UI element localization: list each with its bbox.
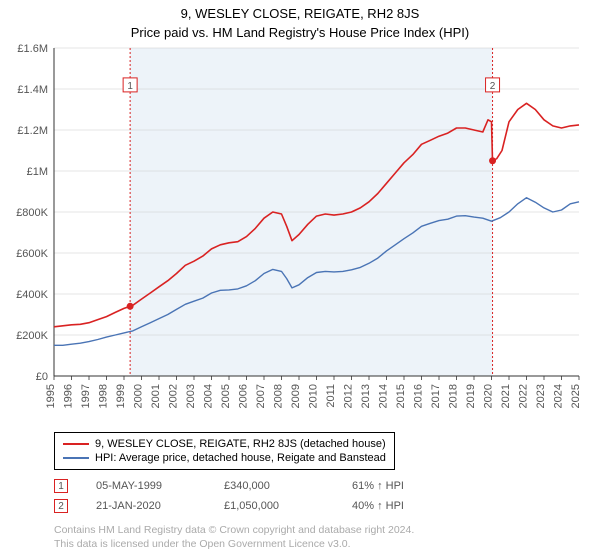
svg-text:1: 1 <box>127 81 133 92</box>
svg-text:2009: 2009 <box>290 384 302 408</box>
svg-text:2005: 2005 <box>220 384 232 408</box>
transaction-date: 05-MAY-1999 <box>96 480 196 492</box>
svg-text:2013: 2013 <box>360 384 372 408</box>
svg-text:2012: 2012 <box>343 384 355 408</box>
svg-text:2015: 2015 <box>395 384 407 408</box>
transaction-date: 21-JAN-2020 <box>96 500 196 512</box>
svg-text:1995: 1995 <box>45 384 57 408</box>
svg-text:2008: 2008 <box>273 384 285 408</box>
svg-text:2025: 2025 <box>570 384 582 408</box>
svg-text:1996: 1996 <box>63 384 75 408</box>
svg-text:£600K: £600K <box>16 248 48 260</box>
svg-text:1998: 1998 <box>98 384 110 408</box>
svg-text:2007: 2007 <box>255 384 267 408</box>
svg-text:£800K: £800K <box>16 207 48 219</box>
transaction-pct: 40% ↑ HPI <box>352 500 404 512</box>
legend-row: 9, WESLEY CLOSE, REIGATE, RH2 8JS (detac… <box>63 437 386 451</box>
svg-text:£0: £0 <box>36 371 48 383</box>
legend-label: 9, WESLEY CLOSE, REIGATE, RH2 8JS (detac… <box>95 438 386 450</box>
svg-text:2017: 2017 <box>430 384 442 408</box>
svg-text:2006: 2006 <box>238 384 250 408</box>
svg-text:2016: 2016 <box>413 384 425 408</box>
legend-swatch <box>63 457 89 459</box>
footer-line1: Contains HM Land Registry data © Crown c… <box>54 524 414 538</box>
legend-label: HPI: Average price, detached house, Reig… <box>95 452 386 464</box>
transaction-marker: 1 <box>54 479 68 493</box>
svg-text:2003: 2003 <box>185 384 197 408</box>
svg-text:£1M: £1M <box>27 166 48 178</box>
transaction-pct: 61% ↑ HPI <box>352 480 404 492</box>
legend-swatch <box>63 443 89 445</box>
svg-text:£1.2M: £1.2M <box>17 125 48 137</box>
svg-text:2010: 2010 <box>308 384 320 408</box>
svg-text:2019: 2019 <box>465 384 477 408</box>
transaction-table: 1 05-MAY-1999 £340,000 61% ↑ HPI 2 21-JAN-202… <box>54 476 404 516</box>
svg-text:2: 2 <box>490 81 496 92</box>
transaction-row: 1 05-MAY-1999 £340,000 61% ↑ HPI <box>54 476 404 496</box>
transaction-marker: 2 <box>54 499 68 513</box>
svg-text:2021: 2021 <box>500 384 512 408</box>
svg-text:£200K: £200K <box>16 330 48 342</box>
chart-title-address: 9, WESLEY CLOSE, REIGATE, RH2 8JS <box>0 0 600 21</box>
svg-text:£400K: £400K <box>16 289 48 301</box>
transaction-price: £340,000 <box>224 480 324 492</box>
svg-text:2000: 2000 <box>133 384 145 408</box>
svg-text:2018: 2018 <box>448 384 460 408</box>
svg-text:2023: 2023 <box>535 384 547 408</box>
svg-text:2022: 2022 <box>518 384 530 408</box>
transaction-row: 2 21-JAN-2020 £1,050,000 40% ↑ HPI <box>54 496 404 516</box>
svg-text:2011: 2011 <box>325 384 337 408</box>
svg-text:1999: 1999 <box>115 384 127 408</box>
chart-area: £0 £200K £400K £600K £800K £1M £1.2M £1.4M £1.6M… <box>0 40 600 430</box>
chart-svg: £0 £200K £400K £600K £800K £1M £1.2M £1.4M £1.6M… <box>0 40 600 430</box>
svg-text:1997: 1997 <box>80 384 92 408</box>
footer-attribution: Contains HM Land Registry data © Crown c… <box>54 524 414 551</box>
svg-text:2001: 2001 <box>150 384 162 408</box>
svg-text:2020: 2020 <box>483 384 495 408</box>
svg-text:2002: 2002 <box>168 384 180 408</box>
svg-text:£1.4M: £1.4M <box>17 84 48 96</box>
chart-title-sub: Price paid vs. HM Land Registry's House … <box>0 21 600 40</box>
footer-line2: This data is licensed under the Open Gov… <box>54 538 414 552</box>
transaction-price: £1,050,000 <box>224 500 324 512</box>
legend-box: 9, WESLEY CLOSE, REIGATE, RH2 8JS (detac… <box>54 432 395 470</box>
svg-text:2024: 2024 <box>553 384 565 408</box>
svg-text:2004: 2004 <box>203 384 215 408</box>
svg-text:£1.6M: £1.6M <box>17 43 48 55</box>
svg-text:2014: 2014 <box>378 384 390 408</box>
legend-row: HPI: Average price, detached house, Reig… <box>63 451 386 465</box>
